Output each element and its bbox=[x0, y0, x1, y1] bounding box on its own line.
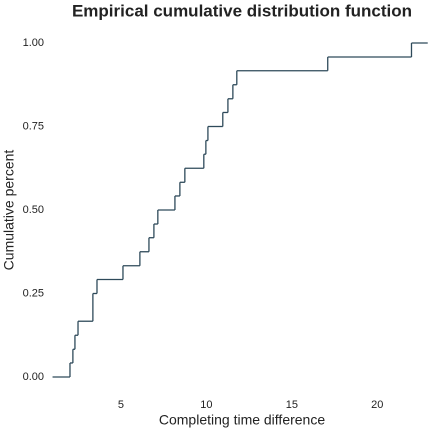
x-tick-label: 15 bbox=[286, 399, 298, 411]
x-tick-label: 10 bbox=[200, 399, 212, 411]
y-tick-label: 0.50 bbox=[23, 204, 44, 216]
y-tick-label: 0.75 bbox=[23, 120, 44, 132]
y-tick-label: 1.00 bbox=[23, 37, 44, 49]
x-tick-label: 20 bbox=[371, 399, 383, 411]
chart-title: Empirical cumulative distribution functi… bbox=[72, 1, 412, 20]
x-axis-title: Completing time difference bbox=[159, 412, 325, 428]
y-tick-label: 0.00 bbox=[23, 371, 44, 383]
x-tick-label: 5 bbox=[118, 399, 124, 411]
y-tick-label: 0.25 bbox=[23, 287, 44, 299]
y-axis-title: Cumulative percent bbox=[1, 150, 17, 271]
